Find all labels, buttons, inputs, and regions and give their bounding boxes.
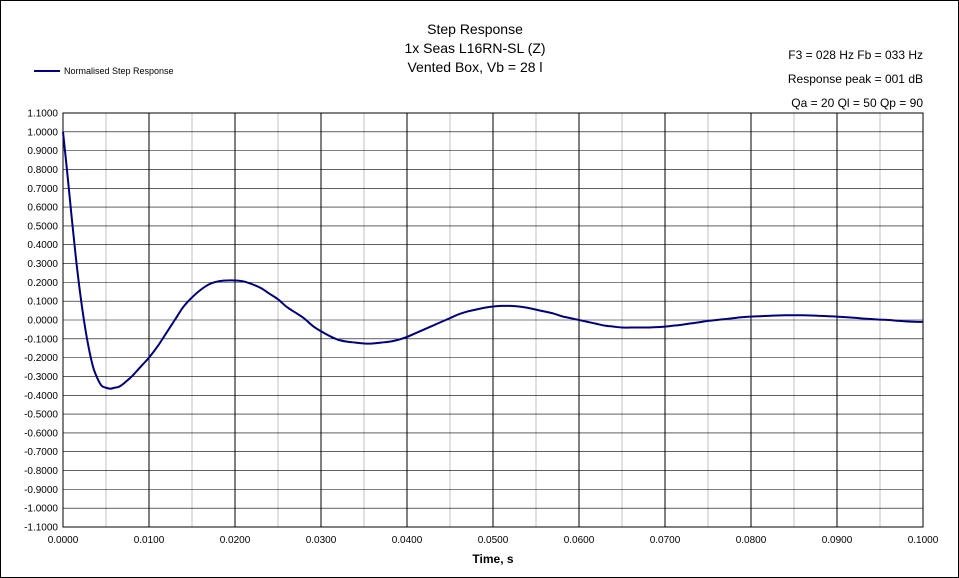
legend: Normalised Step Response — [34, 66, 174, 76]
chart-title-line-2: 1x Seas L16RN-SL (Z) — [404, 40, 546, 56]
parameter-q-values: Qa = 20 Ql = 50 Qp = 90 — [791, 96, 923, 110]
x-tick-label: 0.0400 — [392, 535, 423, 546]
y-tick-label: -0.5000 — [24, 410, 58, 421]
x-tick-label: 0.0200 — [220, 535, 251, 546]
chart-title-line-3: Vented Box, Vb = 28 l — [407, 59, 543, 75]
y-tick-labels: 1.1000 1.0000 0.9000 0.8000 0.7000 0.6000 0.50… — [24, 109, 58, 534]
y-tick-label: -0.4000 — [24, 391, 58, 402]
x-axis-label: Time, s — [472, 552, 513, 566]
y-tick-label: 0.0000 — [27, 316, 58, 327]
series-line-normalised-step-response — [62, 131, 924, 390]
legend-label: Normalised Step Response — [64, 66, 174, 76]
chart-title: Step Response 1x Seas L16RN-SL (Z) Vente… — [300, 20, 650, 77]
x-tick-label: 0.1000 — [908, 535, 939, 546]
x-tick-labels: 0.0000 0.0100 0.0200 0.0300 0.0400 0.0500 0.06… — [48, 535, 939, 546]
y-tick-label: -0.1000 — [24, 334, 58, 345]
x-tick-label: 0.0000 — [48, 535, 79, 546]
y-tick-label: 0.4000 — [27, 240, 58, 251]
legend-swatch — [34, 70, 60, 72]
y-tick-label: 0.2000 — [27, 278, 58, 289]
y-tick-label: 0.1000 — [27, 297, 58, 308]
parameter-response-peak: Response peak = 001 dB — [787, 72, 923, 86]
y-tick-label: -1.1000 — [24, 523, 58, 534]
y-tick-label: 0.8000 — [27, 165, 58, 176]
y-tick-label: 1.0000 — [27, 127, 58, 138]
y-tick-label: -0.7000 — [24, 447, 58, 458]
x-tick-label: 0.0300 — [306, 535, 337, 546]
x-tick-label: 0.0100 — [134, 535, 165, 546]
parameter-block: F3 = 028 Hz Fb = 033 Hz Response peak = … — [788, 43, 923, 115]
x-tick-label: 0.0900 — [822, 535, 853, 546]
chart-title-line-1: Step Response — [427, 21, 523, 37]
y-tick-label: 1.1000 — [27, 109, 58, 120]
y-tick-label: -0.3000 — [24, 372, 58, 383]
gridlines — [62, 112, 924, 528]
y-tick-label: 0.6000 — [27, 203, 58, 214]
y-tick-label: 0.7000 — [27, 184, 58, 195]
plot-border — [62, 112, 924, 528]
parameter-f3-fb: F3 = 028 Hz Fb = 033 Hz — [788, 48, 923, 62]
x-tick-label: 0.0500 — [478, 535, 509, 546]
y-tick-label: -0.9000 — [24, 485, 58, 496]
y-tick-label: 0.9000 — [27, 146, 58, 157]
y-tick-label: -0.6000 — [24, 428, 58, 439]
y-tick-label: 0.3000 — [27, 259, 58, 270]
y-tick-label: -1.0000 — [24, 504, 58, 515]
x-tick-label: 0.0800 — [736, 535, 767, 546]
x-tick-label: 0.0700 — [650, 535, 681, 546]
y-tick-label: 0.5000 — [27, 221, 58, 232]
y-tick-label: -0.8000 — [24, 466, 58, 477]
y-tick-label: -0.2000 — [24, 353, 58, 364]
x-tick-label: 0.0600 — [564, 535, 595, 546]
